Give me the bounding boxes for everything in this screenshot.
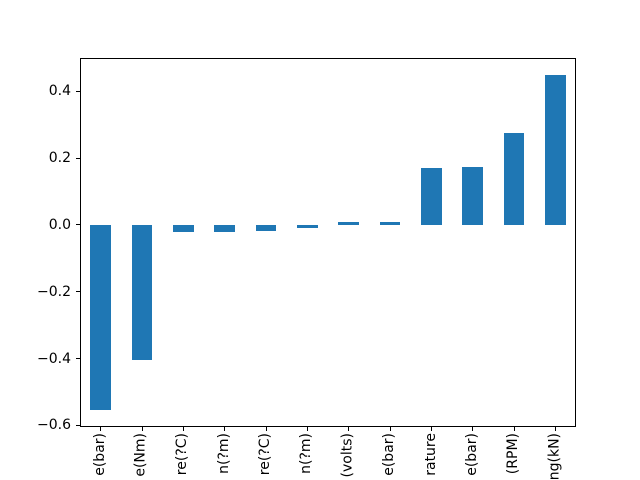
x-tick-mark (141, 427, 143, 431)
x-tick-mark (100, 427, 102, 431)
bar (421, 168, 442, 225)
y-tick-label: −0.4 (37, 350, 71, 367)
y-tick-label: 0.0 (48, 216, 71, 233)
x-tick-mark (182, 427, 184, 431)
bar (545, 74, 566, 225)
x-tick-label-text: e(bar) (463, 433, 480, 476)
bar (255, 224, 277, 231)
y-tick-mark (76, 291, 80, 293)
y-tick-mark (76, 424, 80, 426)
x-tick-label-text: (volts) (339, 433, 356, 478)
x-tick-mark (472, 427, 474, 431)
x-tick-mark (306, 427, 308, 431)
x-tick-label-text: e(Nm) (133, 433, 149, 477)
bar (297, 224, 318, 229)
y-tick-label: 0.2 (48, 150, 71, 167)
bar (503, 133, 525, 225)
x-tick-mark (265, 427, 267, 431)
bar (131, 224, 153, 361)
y-tick-mark (76, 90, 80, 92)
plot-area (80, 58, 576, 427)
y-tick-mark (76, 224, 80, 226)
x-tick-label-text: n(?m) (298, 433, 315, 474)
x-tick-label-text: re(?C) (257, 433, 273, 476)
x-tick-mark (389, 427, 391, 431)
x-tick-label-text: ng(kN) (546, 433, 563, 480)
x-tick-mark (430, 427, 432, 431)
y-tick-label: 0.4 (48, 83, 71, 100)
x-tick-mark (513, 427, 515, 431)
bar (338, 222, 359, 225)
bar (90, 224, 111, 411)
bar (214, 224, 235, 232)
y-tick-mark (76, 157, 80, 159)
x-tick-label-text: e(bar) (381, 433, 397, 476)
x-tick-label-text: rature (422, 433, 439, 476)
x-tick-label-text: n(?m) (215, 433, 232, 474)
x-tick-mark (348, 427, 350, 431)
y-tick-label: −0.6 (37, 417, 71, 434)
x-tick-mark (554, 427, 556, 431)
x-tick-label-text: e(bar) (91, 433, 108, 476)
bar (462, 166, 483, 225)
y-tick-label: −0.2 (37, 283, 71, 300)
x-tick-label-text: re(?C) (174, 433, 191, 476)
bar (379, 221, 401, 225)
y-tick-mark (76, 358, 80, 360)
x-tick-mark (224, 427, 226, 431)
bar (173, 224, 194, 232)
x-tick-label-text: (RPM) (505, 433, 521, 475)
